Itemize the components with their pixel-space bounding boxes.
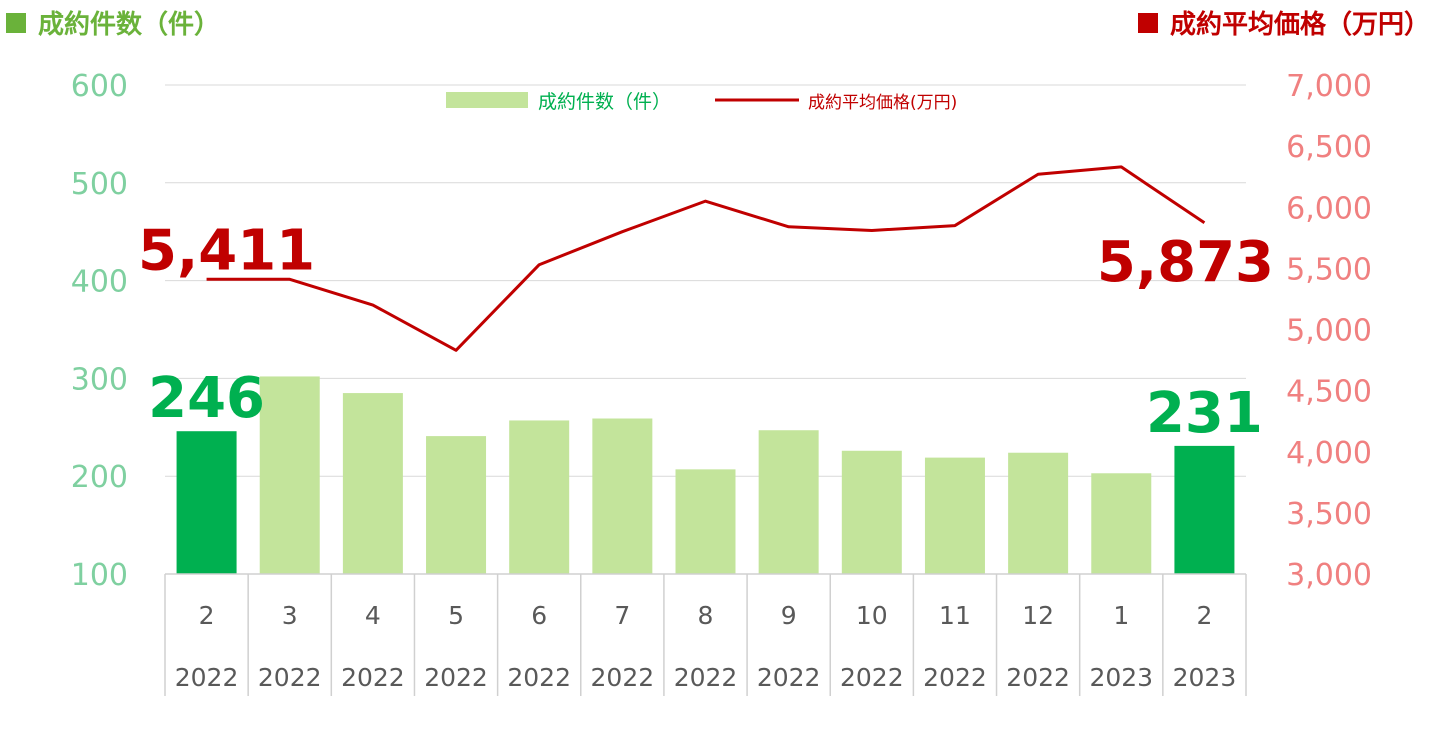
x-tick-label-year: 2022 [840,663,904,692]
right-axis-tick-label: 3,500 [1286,497,1372,532]
x-tick-label-year: 2023 [1173,663,1237,692]
right-axis-header: 成約平均価格（万円） [1137,4,1430,41]
bar [1174,445,1235,574]
x-tick-label-month: 12 [1022,601,1054,630]
bar [1008,452,1069,574]
bar [509,420,570,574]
right-axis-tick-label: 4,500 [1286,375,1372,410]
x-tick-label-year: 2022 [424,663,488,692]
first-price-label: 5,411 [138,218,315,283]
left-axis-header: 成約件数（件） [6,4,220,41]
last-count-label: 231 [1146,381,1263,446]
green-square-icon [6,12,26,33]
right-axis-tick-label: 6,000 [1286,191,1372,226]
x-tick-label-month: 11 [939,601,971,630]
x-tick-label-month: 2 [1196,601,1212,630]
x-tick-label-year: 2022 [674,663,738,692]
x-tick-label-year: 2022 [258,663,322,692]
legend-bar-swatch [446,92,528,108]
x-tick-label-month: 9 [781,601,797,630]
bar [176,431,237,574]
x-tick-label-year: 2022 [1006,663,1070,692]
x-tick-label-month: 4 [365,601,381,630]
bar [1091,473,1152,574]
left-axis-tick-label: 600 [71,69,128,104]
left-axis-tick-label: 400 [71,265,128,300]
right-axis-tick-label: 3,000 [1286,558,1372,593]
left-axis-header-label: 成約件数（件） [38,10,221,40]
bar [758,430,819,574]
left-axis-tick-label: 300 [71,362,128,397]
price-line [206,165,1206,352]
right-axis-tick-label: 5,500 [1286,252,1372,287]
x-tick-label-month: 10 [856,601,888,630]
x-tick-label-month: 3 [282,601,298,630]
right-axis-header-label: 成約平均価格（万円） [1169,10,1430,40]
x-tick-label-year: 2022 [507,663,571,692]
x-tick-label-month: 2 [199,601,215,630]
x-tick-label-year: 2022 [923,663,987,692]
bar [592,418,653,574]
x-tick-label-year: 2022 [591,663,655,692]
left-axis-tick-label: 100 [71,558,128,593]
right-axis-tick-label: 7,000 [1286,69,1372,104]
bar [924,457,985,574]
bar [342,393,403,574]
x-tick-label-month: 5 [448,601,464,630]
x-tick-label-year: 2022 [341,663,405,692]
right-axis-tick-label: 5,000 [1286,314,1372,349]
x-tick-label-year: 2022 [757,663,821,692]
x-tick-label-year: 2022 [175,663,239,692]
right-axis-tick-label: 6,500 [1286,130,1372,165]
red-square-icon [1137,12,1158,33]
x-tick-label-month: 6 [531,601,547,630]
bar [675,469,736,574]
bar [841,450,902,574]
bar [259,376,320,574]
right-axis-tick-label: 4,000 [1286,436,1372,471]
x-tick-label-year: 2023 [1089,663,1153,692]
first-count-label: 246 [148,366,265,431]
left-axis-tick-label: 200 [71,460,128,495]
legend-bar-label: 成約件数（件） [538,91,671,113]
x-tick-label-month: 8 [698,601,714,630]
bar [426,436,487,574]
legend-line-label: 成約平均価格(万円) [808,93,957,113]
x-tick-label-month: 1 [1113,601,1129,630]
x-tick-label-month: 7 [614,601,630,630]
last-price-label: 5,873 [1097,230,1274,295]
left-axis-tick-label: 500 [71,167,128,202]
